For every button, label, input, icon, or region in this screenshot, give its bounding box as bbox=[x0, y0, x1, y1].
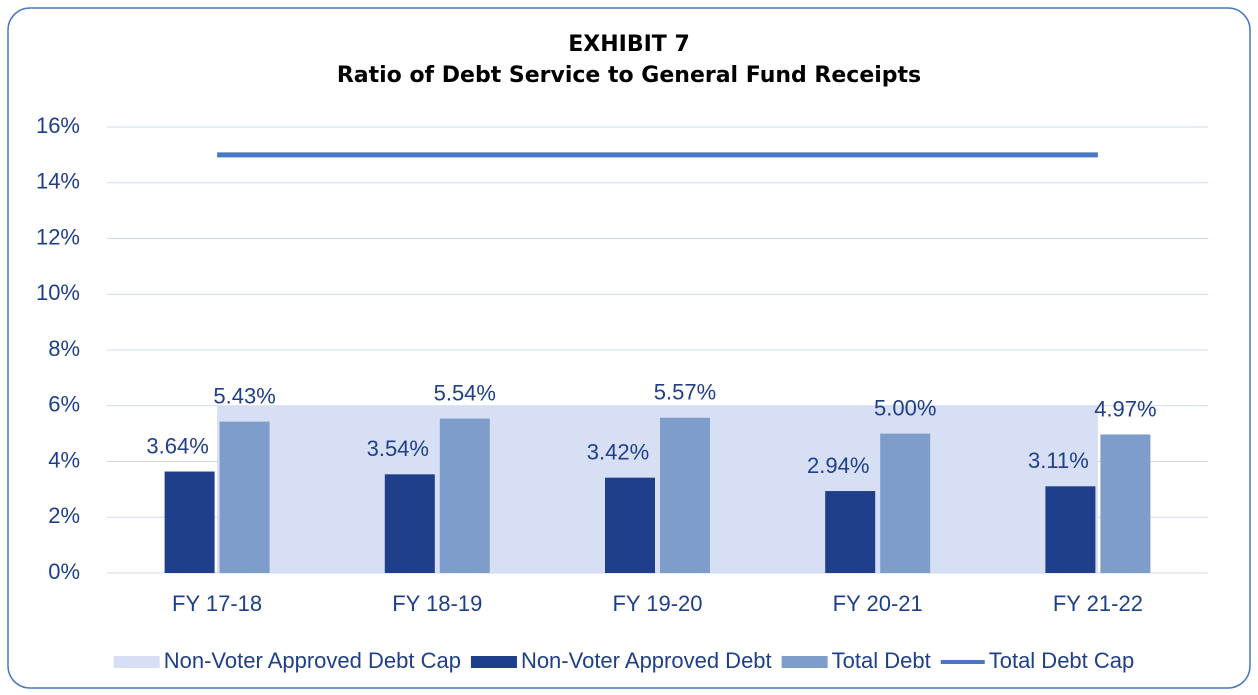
x-tick-label: FY 18-19 bbox=[392, 591, 482, 616]
x-tick-label: FY 21-22 bbox=[1053, 591, 1143, 616]
x-tick-label: FY 20-21 bbox=[833, 591, 923, 616]
y-tick-label: 8% bbox=[48, 336, 80, 361]
chart-border bbox=[7, 7, 1251, 689]
legend-swatch bbox=[781, 656, 828, 668]
data-label: 5.54% bbox=[434, 380, 496, 405]
y-tick-label: 6% bbox=[48, 392, 80, 417]
legend-label: Non-Voter Approved Debt Cap bbox=[164, 648, 461, 673]
y-tick-label: 4% bbox=[48, 447, 80, 472]
x-tick-label: FY 19-20 bbox=[612, 591, 702, 616]
chart-title: EXHIBIT 7 bbox=[568, 32, 690, 57]
y-tick-label: 10% bbox=[36, 280, 80, 305]
bar bbox=[219, 421, 270, 573]
legend-label: Non-Voter Approved Debt bbox=[521, 648, 772, 673]
data-label: 3.54% bbox=[367, 436, 429, 461]
area bbox=[217, 405, 1098, 573]
data-label: 5.00% bbox=[874, 395, 936, 420]
data-label: 3.64% bbox=[146, 433, 208, 458]
bar bbox=[1045, 486, 1096, 573]
legend-swatch bbox=[113, 656, 160, 668]
bar bbox=[825, 491, 876, 573]
data-label: 2.94% bbox=[807, 453, 869, 478]
data-label: 5.57% bbox=[654, 380, 716, 405]
data-label: 3.42% bbox=[587, 439, 649, 464]
data-label: 4.97% bbox=[1094, 396, 1156, 421]
legend-label: Total Debt bbox=[832, 648, 931, 673]
legend-swatch bbox=[470, 656, 517, 668]
bar bbox=[164, 471, 215, 573]
bar bbox=[439, 418, 490, 573]
y-tick-label: 16% bbox=[36, 113, 80, 138]
x-tick-label: FY 17-18 bbox=[172, 591, 262, 616]
y-tick-label: 0% bbox=[48, 559, 80, 584]
data-label: 5.43% bbox=[213, 383, 275, 408]
legend-label: Total Debt Cap bbox=[989, 648, 1135, 673]
bar bbox=[384, 474, 435, 573]
y-tick-label: 12% bbox=[36, 224, 80, 249]
bar bbox=[660, 417, 710, 573]
bar bbox=[605, 477, 655, 573]
bar bbox=[880, 433, 931, 573]
data-label: 3.11% bbox=[1028, 448, 1089, 473]
chart-subtitle: Ratio of Debt Service to General Fund Re… bbox=[337, 63, 921, 88]
bar bbox=[1100, 434, 1151, 573]
y-tick-label: 14% bbox=[36, 169, 80, 194]
y-tick-label: 2% bbox=[48, 503, 80, 528]
